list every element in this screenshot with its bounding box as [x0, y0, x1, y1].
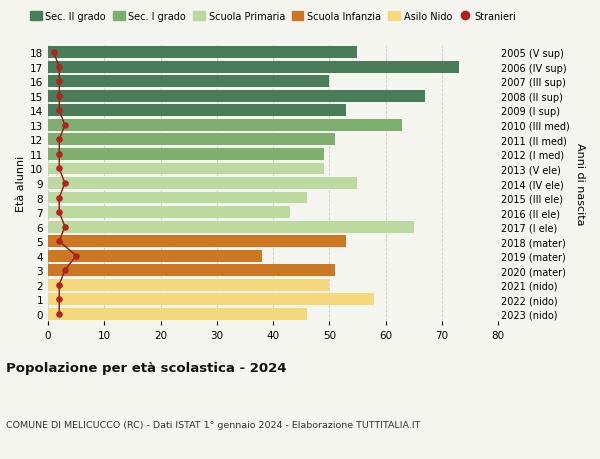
- Point: [55, 78, 64, 86]
- Point: [55, 296, 64, 303]
- Text: COMUNE DI MELICUCCO (RC) - Dati ISTAT 1° gennaio 2024 - Elaborazione TUTTITALIA.: COMUNE DI MELICUCCO (RC) - Dati ISTAT 1°…: [6, 420, 421, 429]
- Point: [55, 209, 64, 216]
- Point: [55, 238, 64, 245]
- Point: [55, 151, 64, 158]
- Y-axis label: Età alunni: Età alunni: [16, 156, 26, 212]
- Point: [49, 50, 58, 57]
- Point: [55, 136, 64, 144]
- Bar: [48, 163, 323, 175]
- Bar: [48, 105, 346, 117]
- Text: Popolazione per età scolastica - 2024: Popolazione per età scolastica - 2024: [6, 361, 287, 374]
- Bar: [48, 76, 329, 88]
- Bar: [48, 120, 403, 132]
- Bar: [48, 91, 425, 102]
- Bar: [48, 192, 307, 204]
- Bar: [48, 178, 358, 190]
- Point: [55, 107, 64, 115]
- Bar: [48, 149, 323, 161]
- Bar: [48, 279, 329, 291]
- Bar: [48, 134, 335, 146]
- Bar: [48, 207, 290, 218]
- Point: [60, 180, 70, 187]
- Point: [60, 267, 70, 274]
- Y-axis label: Anni di nascita: Anni di nascita: [575, 142, 585, 225]
- Point: [60, 122, 70, 129]
- Bar: [48, 221, 413, 233]
- Point: [60, 224, 70, 231]
- Point: [55, 195, 64, 202]
- Point: [71, 252, 81, 260]
- Bar: [48, 265, 335, 276]
- Bar: [48, 62, 458, 73]
- Point: [55, 165, 64, 173]
- Point: [55, 64, 64, 71]
- Bar: [48, 235, 346, 247]
- Bar: [48, 294, 374, 306]
- Point: [55, 310, 64, 318]
- Point: [55, 93, 64, 101]
- Legend: Sec. II grado, Sec. I grado, Scuola Primaria, Scuola Infanzia, Asilo Nido, Stran: Sec. II grado, Sec. I grado, Scuola Prim…: [26, 8, 520, 26]
- Bar: [48, 308, 307, 320]
- Bar: [48, 47, 358, 59]
- Point: [55, 281, 64, 289]
- Bar: [48, 250, 262, 262]
